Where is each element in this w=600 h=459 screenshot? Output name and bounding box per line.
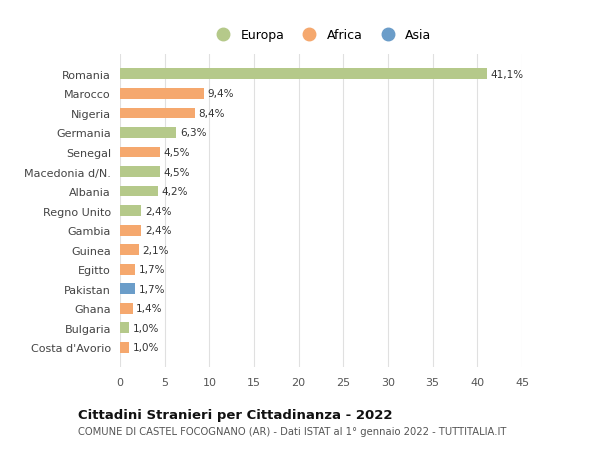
Text: COMUNE DI CASTEL FOCOGNANO (AR) - Dati ISTAT al 1° gennaio 2022 - TUTTITALIA.IT: COMUNE DI CASTEL FOCOGNANO (AR) - Dati I… [78,426,506,436]
Text: 2,4%: 2,4% [145,226,172,235]
Bar [120,264,135,275]
Bar [120,206,142,217]
Bar [120,323,129,334]
Text: 1,7%: 1,7% [139,265,165,274]
Text: Cittadini Stranieri per Cittadinanza - 2022: Cittadini Stranieri per Cittadinanza - 2… [78,408,392,421]
Bar [120,284,135,295]
Text: 6,3%: 6,3% [180,128,206,138]
Bar [120,128,176,139]
Text: 1,0%: 1,0% [133,323,159,333]
Bar [120,245,139,256]
Bar [120,303,133,314]
Text: 9,4%: 9,4% [208,89,234,99]
Text: 1,0%: 1,0% [133,343,159,353]
Bar [120,342,129,353]
Bar [120,89,204,100]
Bar [120,225,142,236]
Text: 2,1%: 2,1% [142,245,169,255]
Bar [120,147,160,158]
Text: 4,5%: 4,5% [164,148,190,157]
Bar [120,69,487,80]
Text: 1,7%: 1,7% [139,284,165,294]
Text: 2,4%: 2,4% [145,206,172,216]
Text: 8,4%: 8,4% [199,109,225,118]
Text: 4,2%: 4,2% [161,187,188,196]
Text: 41,1%: 41,1% [491,70,524,79]
Bar [120,167,160,178]
Text: 4,5%: 4,5% [164,167,190,177]
Bar [120,108,195,119]
Legend: Europa, Africa, Asia: Europa, Africa, Asia [205,24,436,47]
Text: 1,4%: 1,4% [136,304,163,313]
Bar [120,186,158,197]
